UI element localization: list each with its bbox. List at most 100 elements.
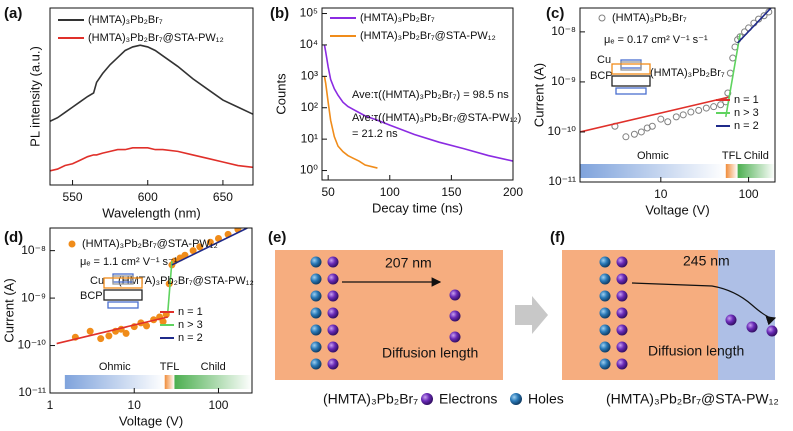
device-layer bbox=[611, 63, 651, 75]
y-axis-label: Counts bbox=[273, 73, 288, 115]
data-point bbox=[97, 335, 105, 343]
series-line bbox=[725, 34, 741, 118]
electron bbox=[449, 310, 461, 322]
legend-label: n > 3 bbox=[734, 107, 759, 119]
x-tick-label: 650 bbox=[213, 190, 233, 204]
annotation: Ave:τ((HMTA)₃Pb₂Br₇) = 98.5 ns bbox=[352, 89, 509, 101]
annotation: BCP bbox=[590, 70, 613, 82]
electron bbox=[327, 273, 339, 285]
hole bbox=[310, 324, 322, 336]
data-point bbox=[143, 322, 151, 330]
series-line bbox=[50, 147, 253, 172]
legend-marker bbox=[598, 14, 606, 22]
device-layer bbox=[103, 277, 143, 289]
data-point bbox=[702, 104, 710, 112]
y-axis-label: Current (A) bbox=[1, 278, 16, 342]
x-tick-label: 600 bbox=[138, 190, 158, 204]
series-line bbox=[737, 8, 772, 44]
x-tick-label: 150 bbox=[441, 185, 461, 199]
hole bbox=[310, 341, 322, 353]
x-tick-label: 200 bbox=[503, 185, 523, 199]
axes-frame bbox=[49, 227, 253, 394]
axes-frame bbox=[49, 7, 254, 186]
series-line bbox=[56, 316, 168, 345]
axes-frame bbox=[321, 7, 514, 181]
device-layer bbox=[103, 289, 143, 301]
electron bbox=[616, 307, 628, 319]
data-point bbox=[105, 332, 113, 340]
y-tick-label: 10⁵ bbox=[300, 6, 318, 20]
data-point bbox=[189, 247, 197, 255]
annotation: μₑ = 1.1 cm² V⁻¹ s⁻¹ bbox=[80, 256, 178, 268]
device-layer bbox=[112, 275, 134, 285]
annotation: Cu bbox=[90, 275, 104, 287]
hole bbox=[599, 358, 611, 370]
series-line bbox=[580, 96, 730, 133]
y-tick-label: 10⁻⁸ bbox=[21, 243, 46, 257]
electron bbox=[746, 321, 758, 333]
axes-frame bbox=[579, 7, 776, 183]
x-axis-label: Voltage (V) bbox=[645, 202, 709, 217]
x-tick-label: 10 bbox=[654, 187, 668, 201]
electron bbox=[327, 307, 339, 319]
data-point bbox=[622, 133, 630, 141]
region-bar bbox=[580, 164, 726, 178]
region-bar bbox=[164, 375, 175, 389]
hole-icon bbox=[510, 393, 522, 405]
x-tick-label: 550 bbox=[63, 190, 83, 204]
hole bbox=[310, 256, 322, 268]
hole bbox=[599, 273, 611, 285]
caption: Diffusion length bbox=[648, 343, 744, 359]
legend-label: (HMTA)₃Pb₂Br₇@STA-PW₁₂ bbox=[360, 30, 496, 42]
plot-area bbox=[323, 44, 513, 169]
modified-area bbox=[718, 250, 775, 380]
annotation: μₑ = 0.17 cm² V⁻¹ s⁻¹ bbox=[604, 34, 708, 46]
region-label: TFL bbox=[722, 150, 742, 162]
y-axis-label: Current (A) bbox=[531, 63, 546, 127]
key-label: (HMTA)₃Pb₂Br₇@STA-PW₁₂ bbox=[606, 391, 779, 407]
panel-letter: (d) bbox=[4, 229, 23, 246]
electron bbox=[616, 256, 628, 268]
series-line bbox=[171, 228, 248, 266]
x-tick-label: 100 bbox=[208, 398, 228, 412]
hole bbox=[599, 307, 611, 319]
electron bbox=[327, 256, 339, 268]
region-bar bbox=[64, 375, 165, 389]
legend-marker bbox=[68, 240, 76, 248]
electron bbox=[725, 314, 737, 326]
data-point bbox=[630, 130, 638, 138]
y-tick-label: 10³ bbox=[301, 69, 318, 83]
y-tick-label: 10⁻¹⁰ bbox=[18, 338, 47, 352]
electron bbox=[616, 341, 628, 353]
distance-label: 245 nm bbox=[683, 253, 730, 269]
electron bbox=[327, 324, 339, 336]
key-label: Electrons bbox=[439, 391, 497, 407]
y-tick-label: 10⁻¹¹ bbox=[18, 385, 46, 399]
y-tick-label: 10⁻¹¹ bbox=[548, 174, 576, 188]
y-axis-label: PL intensity (a.u.) bbox=[27, 46, 42, 147]
device-layer bbox=[620, 61, 642, 71]
x-tick-label: 50 bbox=[321, 185, 335, 199]
electron bbox=[449, 289, 461, 301]
legend-label: (HMTA)₃Pb₂Br₇ bbox=[360, 12, 435, 24]
data-point bbox=[648, 122, 656, 130]
region-label: Ohmic bbox=[637, 150, 669, 162]
region-bar bbox=[737, 164, 775, 178]
hole bbox=[599, 324, 611, 336]
series-line bbox=[323, 44, 513, 162]
data-point bbox=[664, 118, 672, 126]
panel-letter: (a) bbox=[4, 5, 22, 22]
hole bbox=[310, 290, 322, 302]
x-tick-label: 100 bbox=[380, 185, 400, 199]
series-line bbox=[166, 261, 173, 313]
electron bbox=[449, 331, 461, 343]
region-bar bbox=[174, 375, 252, 389]
x-axis-label: Voltage (V) bbox=[119, 413, 183, 428]
hole bbox=[599, 256, 611, 268]
data-point bbox=[760, 12, 768, 20]
series-line bbox=[323, 76, 378, 169]
arrow bbox=[631, 282, 777, 326]
electron bbox=[766, 325, 778, 337]
y-tick-label: 10⁻⁸ bbox=[551, 24, 576, 38]
